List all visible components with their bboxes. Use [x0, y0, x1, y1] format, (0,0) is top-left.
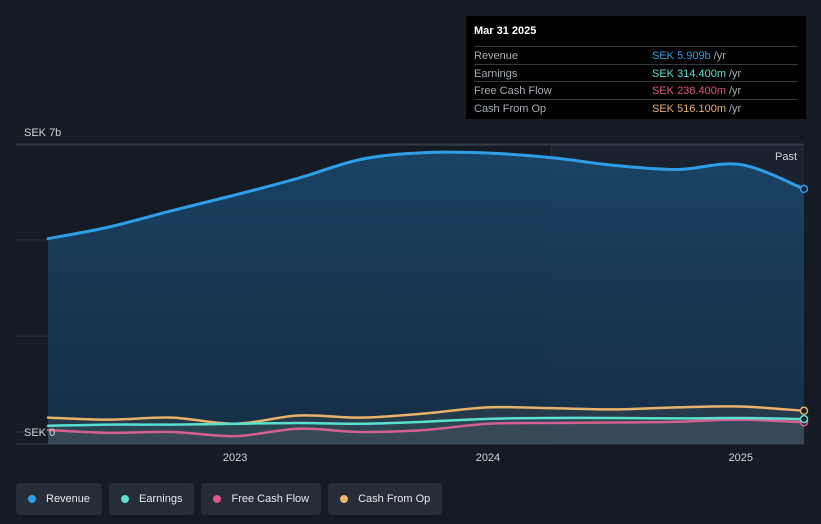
cash-from-op-dot-icon	[340, 495, 349, 503]
legend-label: Free Cash Flow	[231, 493, 310, 505]
tooltip-row-cash-from-op: Cash From Op SEK 516.100m /yr	[474, 98, 798, 117]
data-tooltip: Mar 31 2025 Revenue SEK 5.909b /yr Earni…	[466, 16, 806, 119]
tooltip-unit: /yr	[729, 67, 742, 80]
chart-legend: Revenue Earnings Free Cash Flow Cash Fro…	[16, 483, 443, 515]
tooltip-label: Revenue	[474, 50, 519, 62]
past-label: Past	[775, 151, 797, 163]
tooltip-label: Cash From Op	[474, 102, 547, 115]
earnings-dot-icon	[121, 495, 130, 503]
legend-item-free-cash-flow[interactable]: Free Cash Flow	[201, 483, 322, 515]
cash-from-op-end-point	[799, 406, 809, 416]
earnings-end-point	[799, 414, 809, 424]
revenue-end-point	[799, 184, 809, 194]
cash-from-op-area	[48, 406, 804, 444]
earnings-line	[46, 416, 806, 428]
tooltip-row-earnings: Earnings SEK 314.400m /yr	[474, 63, 798, 82]
tooltip-value: SEK 314.400m	[652, 67, 726, 80]
x-tick-label: 2024	[476, 452, 500, 464]
legend-item-revenue[interactable]: Revenue	[16, 483, 103, 515]
x-tick-label: 2025	[729, 452, 753, 464]
revenue-area	[48, 152, 804, 444]
free-cash-flow-line	[46, 418, 806, 438]
tooltip-row-revenue: Revenue SEK 5.909b /yr	[474, 46, 798, 64]
revenue-dot-icon	[28, 495, 36, 503]
free-cash-flow-dot-icon	[213, 495, 222, 503]
legend-label: Cash From Op	[358, 493, 431, 505]
y-axis-bottom-label: SEK 0	[24, 427, 55, 439]
tooltip-value: SEK 516.100m	[652, 102, 726, 115]
legend-label: Revenue	[46, 493, 91, 505]
legend-item-cash-from-op[interactable]: Cash From Op	[328, 483, 443, 515]
tooltip-label: Free Cash Flow	[474, 85, 552, 97]
legend-label: Earnings	[139, 493, 183, 505]
tooltip-value: SEK 5.909b	[652, 50, 711, 62]
legend-item-earnings[interactable]: Earnings	[109, 483, 195, 515]
tooltip-label: Earnings	[474, 67, 518, 80]
tooltip-row-free-cash-flow: Free Cash Flow SEK 238.400m /yr	[474, 81, 798, 99]
cash-from-op-line	[46, 405, 806, 426]
x-tick-label: 2023	[223, 452, 247, 464]
tooltip-unit: /yr	[713, 50, 726, 62]
tooltip-date: Mar 31 2025	[474, 25, 537, 37]
tooltip-value: SEK 238.400m	[652, 85, 726, 97]
tooltip-unit: /yr	[729, 85, 742, 97]
tooltip-unit: /yr	[729, 102, 742, 115]
free-cash-flow-area	[48, 419, 804, 444]
revenue-line	[46, 150, 806, 241]
y-axis-top-label: SEK 7b	[24, 127, 61, 139]
